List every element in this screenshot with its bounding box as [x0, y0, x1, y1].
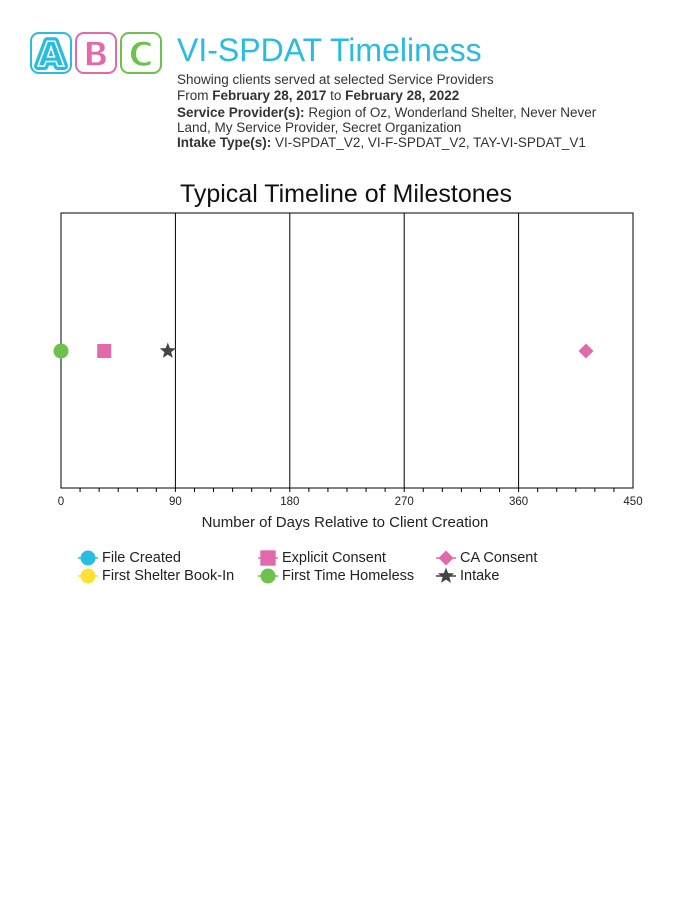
- legend-item-first-time-homeless: First Time Homeless: [258, 566, 414, 586]
- date-from: February 28, 2017: [212, 88, 327, 103]
- legend-symbol: [436, 550, 456, 566]
- providers-value-line1: Region of Oz, Wonderland Shelter, Never …: [308, 105, 597, 120]
- report-subtitle: Showing clients served at selected Servi…: [177, 72, 494, 87]
- date-to: February 28, 2022: [345, 88, 460, 103]
- chart-title: Typical Timeline of Milestones: [180, 180, 512, 208]
- legend-item-explicit-consent: Explicit Consent: [258, 548, 386, 568]
- legend-symbol: [436, 567, 456, 583]
- marker-explicit-consent: [97, 344, 112, 358]
- intake-types: Intake Type(s): VI-SPDAT_V2, VI-F-SPDAT_…: [177, 135, 586, 151]
- marker-first-time-homeless: [53, 343, 69, 359]
- logo-block-a: A A: [30, 32, 72, 74]
- legend-label: First Time Homeless: [282, 568, 415, 584]
- milestone-chart: Typical Timeline of Milestones 0 90 180 270 3…: [53, 180, 643, 531]
- legend-marker: [80, 568, 96, 584]
- legend-symbol: [258, 568, 278, 584]
- providers-value-line2: Land, My Service Provider, Secret Organi…: [177, 120, 462, 135]
- legend-item-ca-consent: CA Consent: [436, 548, 537, 568]
- date-to-prefix: to: [330, 88, 342, 103]
- legend-label: Intake: [460, 568, 500, 584]
- x-axis-title: Number of Days Relative to Client Creati…: [202, 514, 489, 531]
- legend-item-first-shelter-book-in: First Shelter Book-In: [78, 566, 234, 586]
- date-from-prefix: From: [177, 88, 209, 103]
- x-tick-label: 0: [58, 496, 64, 508]
- logo-letter-a: A: [38, 35, 65, 74]
- x-tick-label: 90: [169, 496, 182, 508]
- logo-letter-c: C: [129, 35, 154, 74]
- legend-label: First Shelter Book-In: [102, 568, 235, 584]
- service-providers: Service Provider(s): Region of Oz, Wonde…: [177, 105, 596, 121]
- legend-marker: [260, 550, 276, 566]
- intake-value: VI-SPDAT_V2, VI-F-SPDAT_V2, TAY-VI-SPDAT…: [275, 135, 586, 150]
- providers-label: Service Provider(s):: [177, 105, 305, 120]
- legend-marker: [260, 568, 276, 584]
- marker-ca-consent: [578, 343, 594, 359]
- report-title: VI-SPDAT Timeliness: [177, 32, 482, 68]
- x-tick-label: 360: [509, 496, 528, 508]
- x-tick-label: 270: [395, 496, 414, 508]
- legend-item-intake: Intake: [436, 566, 500, 586]
- intake-label: Intake Type(s):: [177, 135, 272, 150]
- svg-text:A: A: [38, 35, 65, 74]
- logo-letter-b: B: [83, 35, 109, 74]
- legend-label: File Created: [102, 550, 181, 566]
- abc-logo: A A B C: [30, 32, 162, 74]
- x-tick-label: 450: [623, 496, 642, 508]
- plot-area: [60, 212, 634, 489]
- logo-block-b: B: [75, 32, 117, 74]
- legend-label: CA Consent: [460, 550, 538, 566]
- logo-block-c: C: [120, 32, 162, 74]
- x-tick-label: 180: [280, 496, 299, 508]
- legend-item-file-created: File Created: [78, 548, 181, 568]
- legend-symbol: [78, 568, 98, 584]
- date-range: From February 28, 2017 to February 28, 2…: [177, 88, 459, 104]
- legend-marker: [80, 550, 96, 566]
- legend-symbol: [258, 550, 278, 566]
- legend-label: Explicit Consent: [282, 550, 386, 566]
- legend-marker: [438, 550, 454, 566]
- legend-marker: [437, 567, 455, 583]
- marker-intake: [159, 342, 176, 358]
- legend-symbol: [78, 550, 98, 566]
